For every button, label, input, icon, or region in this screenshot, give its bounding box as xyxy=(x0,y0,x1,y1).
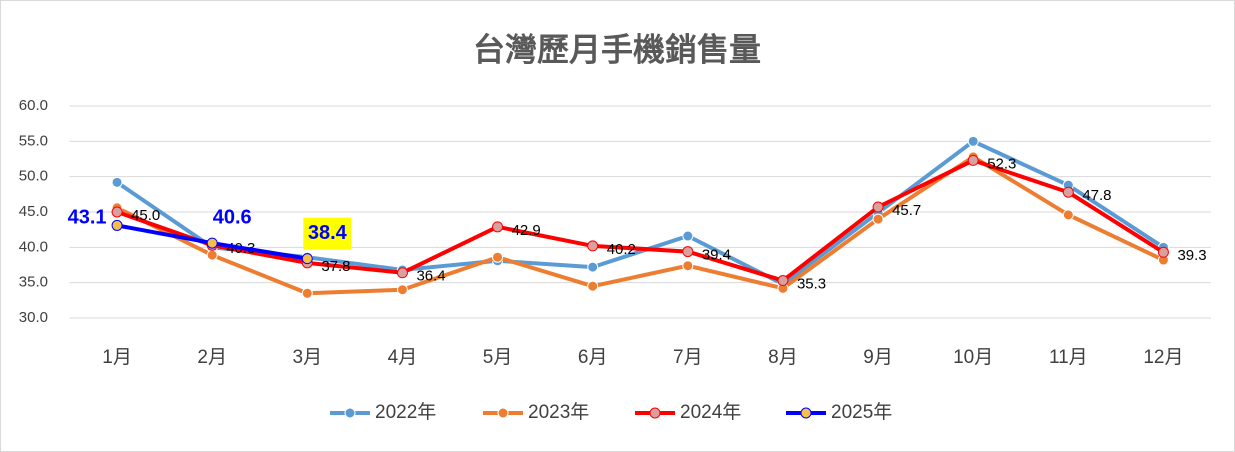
y-tick-label: 55.0 xyxy=(19,132,48,149)
point-marker xyxy=(587,280,599,292)
data-label: 47.8 xyxy=(1082,187,1111,204)
point-marker xyxy=(967,135,979,147)
x-tick-label: 6月 xyxy=(578,347,608,368)
x-tick-label: 10月 xyxy=(953,347,993,368)
legend-marker xyxy=(344,407,356,419)
data-label: 43.1 xyxy=(68,207,107,229)
legend-marker xyxy=(649,407,661,419)
x-tick-label: 1月 xyxy=(102,347,132,368)
data-label: 38.4 xyxy=(308,222,348,244)
point-marker xyxy=(492,251,504,263)
point-marker xyxy=(1062,209,1074,221)
point-marker xyxy=(872,201,884,213)
point-marker xyxy=(1157,246,1169,258)
point-marker xyxy=(396,267,408,279)
point-marker xyxy=(872,213,884,225)
legend-label: 2022年 xyxy=(375,401,436,423)
y-tick-label: 40.0 xyxy=(19,238,48,255)
legend-label: 2023年 xyxy=(528,401,589,423)
label-highlight xyxy=(303,217,352,250)
data-label: 39.4 xyxy=(702,247,731,264)
point-marker xyxy=(111,176,123,188)
point-marker xyxy=(301,253,313,265)
point-marker xyxy=(492,221,504,233)
point-marker xyxy=(682,260,694,272)
legend-label: 2024年 xyxy=(680,401,741,423)
x-tick-label: 9月 xyxy=(863,347,893,368)
point-marker xyxy=(1062,186,1074,198)
point-marker xyxy=(967,154,979,166)
y-tick-label: 60.0 xyxy=(19,97,48,114)
data-label: 40.6 xyxy=(213,206,252,228)
x-tick-label: 8月 xyxy=(768,347,798,368)
x-tick-label: 12月 xyxy=(1143,347,1183,368)
x-tick-label: 2月 xyxy=(197,347,227,368)
x-tick-label: 5月 xyxy=(483,347,513,368)
legend-marker xyxy=(800,407,812,419)
point-marker xyxy=(587,240,599,252)
data-label: 45.7 xyxy=(892,202,921,219)
data-label: 36.4 xyxy=(416,268,445,285)
x-tick-label: 7月 xyxy=(673,347,703,368)
y-tick-label: 50.0 xyxy=(19,168,48,185)
point-marker xyxy=(206,249,218,261)
data-label: 40.2 xyxy=(607,241,636,258)
point-marker xyxy=(682,230,694,242)
x-tick-label: 4月 xyxy=(388,347,418,368)
legend-label: 2025年 xyxy=(831,401,892,423)
point-marker xyxy=(111,206,123,218)
point-marker xyxy=(682,246,694,258)
data-label: 42.9 xyxy=(512,222,541,239)
data-label: 52.3 xyxy=(987,155,1016,172)
point-marker xyxy=(396,284,408,296)
data-label: 45.0 xyxy=(131,207,160,224)
data-label: 35.3 xyxy=(797,276,826,293)
point-marker xyxy=(206,237,218,249)
series-line xyxy=(116,158,1165,283)
y-tick-label: 35.0 xyxy=(19,274,48,291)
y-tick-label: 45.0 xyxy=(19,203,48,220)
x-tick-label: 11月 xyxy=(1049,347,1088,368)
data-label: 37.8 xyxy=(321,258,350,275)
legend-marker xyxy=(497,407,509,419)
x-tick-label: 3月 xyxy=(293,347,323,368)
point-marker xyxy=(777,275,789,287)
point-marker xyxy=(587,261,599,273)
chart-title: 台灣歷月手機銷售量 xyxy=(473,31,761,67)
data-label: 39.3 xyxy=(1177,247,1206,264)
point-marker xyxy=(301,287,313,299)
point-marker xyxy=(111,219,123,231)
y-tick-label: 30.0 xyxy=(19,309,48,326)
